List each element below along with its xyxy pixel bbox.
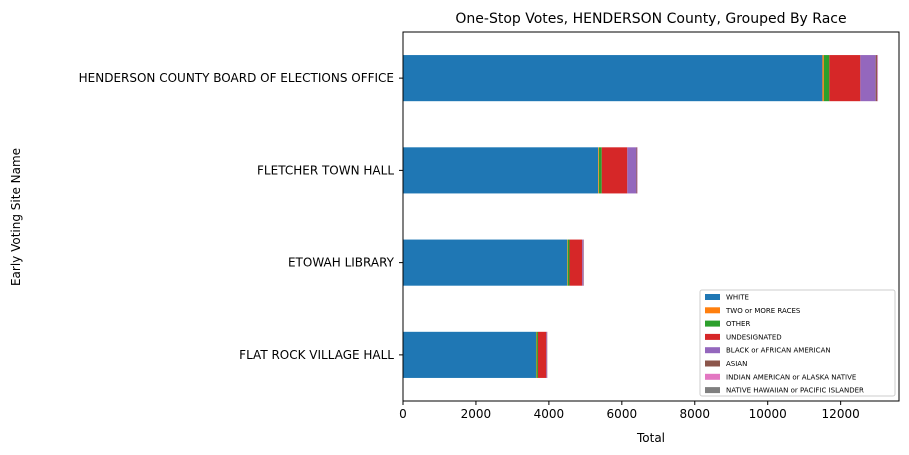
legend-label: INDIAN AMERICAN or ALASKA NATIVE: [726, 373, 856, 381]
x-axis-label: Total: [636, 431, 665, 445]
bars-group: [403, 55, 879, 378]
legend-swatch: [705, 347, 720, 354]
bar-segment: [627, 147, 637, 194]
y-axis-label: Early Voting Site Name: [9, 148, 23, 286]
legend-swatch: [705, 333, 720, 340]
bar-segment: [877, 55, 878, 102]
legend-swatch: [705, 320, 720, 327]
plot-frame: [402, 31, 900, 402]
bar-segment: [403, 55, 823, 102]
y-tick-label: ETOWAH LIBRARY: [288, 256, 395, 270]
bar-segment: [822, 55, 824, 102]
y-tick-label: HENDERSON COUNTY BOARD OF ELECTIONS OFFI…: [79, 71, 394, 85]
bar-segment: [598, 147, 602, 194]
bar-segment: [875, 55, 878, 102]
legend-label: WHITE: [726, 294, 749, 302]
legend: WHITE TWO or MORE RACES OTHER UNDESIGNATED B…: [699, 289, 896, 397]
bar-segment: [601, 147, 628, 194]
bar-segment: [823, 55, 830, 102]
y-tick-label: FLETCHER TOWN HALL: [257, 163, 394, 177]
x-tick-label: 12000: [822, 407, 860, 421]
bar-segment: [598, 147, 599, 194]
y-ticks-group: HENDERSON COUNTY BOARD OF ELECTIONS OFFI…: [79, 71, 403, 362]
bar-segment: [537, 331, 547, 378]
bar-segment: [546, 331, 548, 378]
legend-swatch: [705, 387, 720, 394]
bar-segment: [403, 147, 599, 194]
bar-segment: [403, 239, 568, 286]
bar-segment: [567, 239, 568, 286]
bar-segment: [829, 55, 861, 102]
legend-label: UNDESIGNATED: [726, 333, 782, 341]
legend-swatch: [705, 373, 720, 380]
bar-segment: [636, 147, 638, 194]
y-tick-label: FLAT ROCK VILLAGE HALL: [239, 348, 394, 362]
bar-segment: [860, 55, 876, 102]
x-tick-label: 2000: [461, 407, 492, 421]
legend-swatch: [705, 360, 720, 367]
legend-label: BLACK or AFRICAN AMERICAN: [726, 347, 831, 355]
chart-title: One-Stop Votes, HENDERSON County, Groupe…: [455, 11, 846, 27]
legend-label: TWO or MORE RACES: [725, 307, 801, 315]
legend-swatch: [705, 307, 720, 314]
legend-label: ASIAN: [726, 360, 747, 368]
legend-label: OTHER: [726, 320, 750, 328]
x-tick-label: 0: [399, 407, 407, 421]
bar-segment: [582, 239, 584, 286]
legend-swatch: [705, 294, 720, 300]
x-tick-label: 6000: [607, 407, 638, 421]
legend-box: [699, 289, 896, 397]
bar-segment: [569, 239, 583, 286]
bar-segment: [536, 331, 538, 378]
x-tick-label: 8000: [679, 407, 710, 421]
x-ticks-group: 0 2000 4000 6000 8000 10000 12000: [399, 401, 860, 421]
bar-segment: [403, 331, 537, 378]
x-tick-label: 10000: [749, 407, 787, 421]
x-tick-label: 4000: [534, 407, 565, 421]
bar-segment: [567, 239, 570, 286]
legend-label: NATIVE HAWAIIAN or PACIFIC ISLANDER: [726, 387, 864, 395]
